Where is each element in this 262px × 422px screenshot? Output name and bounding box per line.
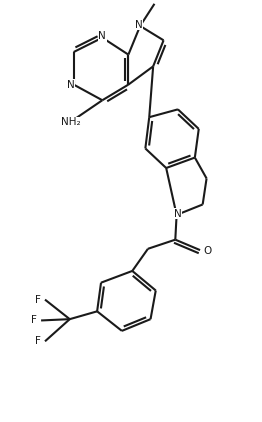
Text: N: N xyxy=(174,208,182,219)
Text: N: N xyxy=(99,31,106,41)
Text: O: O xyxy=(203,246,211,257)
Text: N: N xyxy=(135,20,143,30)
Text: F: F xyxy=(31,316,37,325)
Text: F: F xyxy=(35,336,41,346)
Text: N: N xyxy=(67,80,74,89)
Text: NH₂: NH₂ xyxy=(61,117,81,127)
Text: F: F xyxy=(35,295,41,305)
